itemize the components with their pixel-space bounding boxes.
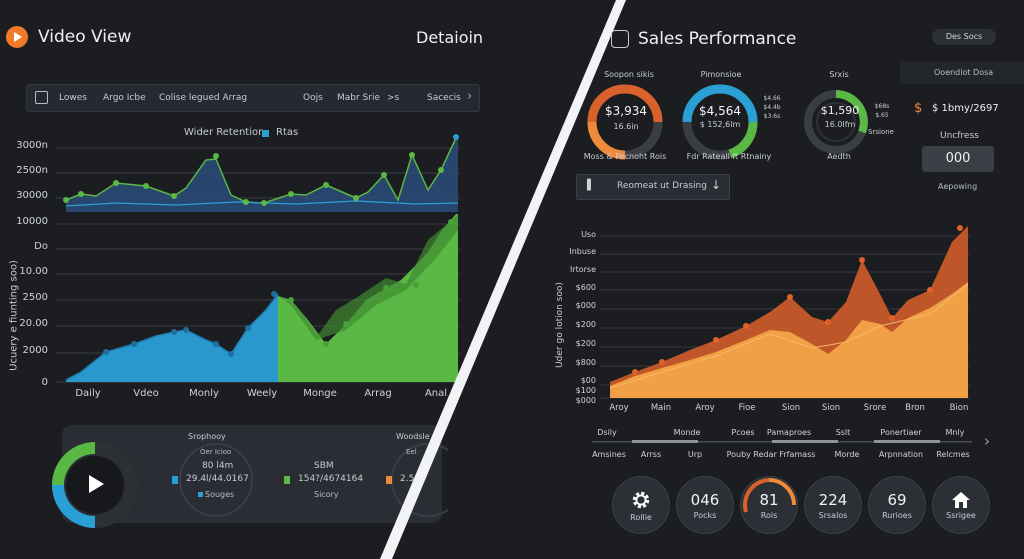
x-tick: Monly xyxy=(189,388,219,399)
gauge-ring-3 xyxy=(391,443,448,517)
play-logo-icon xyxy=(6,26,28,48)
y-tick: 2500 xyxy=(22,292,48,303)
toolbar-item-legued[interactable]: Colise legued Arrag xyxy=(159,93,248,103)
y-tick: 30000 xyxy=(16,190,48,201)
retention-area-chart xyxy=(56,134,460,383)
gauge-2-legend: Sicory xyxy=(314,490,339,499)
y-tick: 20.00 xyxy=(19,318,48,329)
gauge-3-top: Eel xyxy=(406,448,417,456)
blue-area xyxy=(66,294,278,382)
y-tick: 2000 xyxy=(22,345,48,356)
gauge-1-sub: 29.4l/44.0167 xyxy=(186,474,249,484)
card-header-2: Woodsle xyxy=(396,432,430,441)
green-area xyxy=(278,214,458,382)
chart-title: Wider Retention xyxy=(184,127,265,138)
play-icon xyxy=(89,475,104,493)
center-title: Detaioin xyxy=(416,28,484,47)
toolbar-item-lowes[interactable]: Lowes xyxy=(59,93,87,103)
gauge-2-swatch xyxy=(284,476,290,484)
gauge-3-swatch xyxy=(386,476,392,484)
y-tick: 10000 xyxy=(16,216,48,227)
x-tick: Arrag xyxy=(364,388,392,399)
play-button[interactable] xyxy=(84,472,108,496)
gauge-2-sub: 154?/4674164 xyxy=(298,474,364,484)
chevron-right-icon[interactable]: › xyxy=(467,89,473,104)
toolbar-item-argo[interactable]: Argo Icbe xyxy=(103,93,146,103)
toolbar-item-oojs[interactable]: Oojs xyxy=(303,93,323,103)
gauge-1-value: 80 l4m xyxy=(202,461,234,471)
gauge-2-value: SBM xyxy=(314,461,334,471)
y-tick: 2500n xyxy=(16,165,48,176)
x-tick: Weely xyxy=(246,388,278,399)
x-tick: Vdeo xyxy=(133,388,159,399)
toolbar-item-arrow[interactable]: >s xyxy=(387,93,400,103)
y-tick: 0 xyxy=(41,377,48,388)
calendar-icon[interactable] xyxy=(35,91,48,104)
navy-area xyxy=(66,138,458,212)
gauge-1-legend: Souges xyxy=(205,490,235,499)
y-tick: 3000n xyxy=(16,140,48,151)
chart-legend-label: Rtas xyxy=(276,127,299,138)
y-tick: Do xyxy=(34,241,48,252)
card-header-1: Srophooy xyxy=(188,432,226,441)
x-tick: Anal xyxy=(424,388,448,399)
gauge-1-top: Oer Icioo xyxy=(200,448,232,456)
gauge-ring-1 xyxy=(179,443,253,517)
toolbar-item-mabr[interactable]: Mabr Srie xyxy=(337,93,381,103)
toolbar-item-sacecis[interactable]: Sacecis xyxy=(427,93,461,103)
page-title: Video View xyxy=(38,27,132,47)
gauge-3-value: 2.53 xyxy=(400,474,421,484)
legend-swatch xyxy=(262,130,269,137)
video-view-panel: Video View Detaioin Lowes Argo Icbe Coli… xyxy=(6,26,484,528)
gauge-1-legend-swatch xyxy=(198,492,203,497)
filter-toolbar: Lowes Argo Icbe Colise legued Arrag Oojs… xyxy=(26,84,480,112)
y-tick: 10.00 xyxy=(19,266,48,277)
x-tick: Monge xyxy=(303,388,337,399)
gauge-1-swatch xyxy=(172,476,178,484)
x-tick: Daily xyxy=(75,388,101,399)
